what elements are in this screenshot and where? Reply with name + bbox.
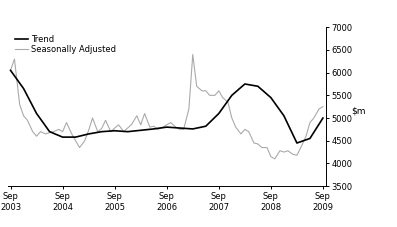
Legend: Trend, Seasonally Adjusted: Trend, Seasonally Adjusted [12, 31, 119, 58]
Y-axis label: $m: $m [351, 107, 366, 116]
